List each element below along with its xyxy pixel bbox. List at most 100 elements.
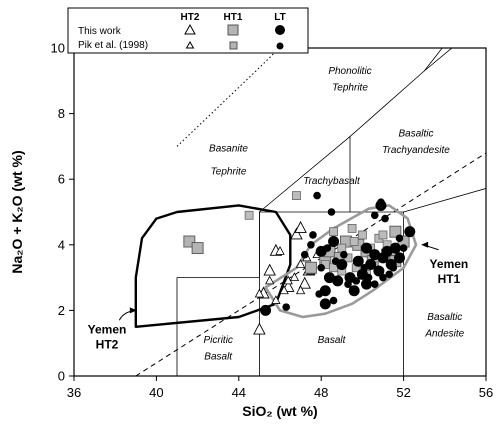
tas-boundary-line [423, 48, 443, 72]
data-point [340, 250, 348, 259]
tas-boundary-line [403, 187, 486, 213]
legend-marker-pik-lt [276, 42, 284, 50]
field-label: Basanite [209, 143, 248, 154]
data-point [349, 237, 359, 246]
field-label: Trachybasalt [303, 176, 361, 187]
y-tick-label: 0 [58, 369, 65, 384]
field-labels: Phonolitic Tephrite Basaltic Trachyandesite… [203, 66, 464, 362]
field-label: Trachyandesite [382, 145, 450, 156]
x-tick-label: 48 [314, 385, 328, 400]
yemen-ht2-field-outline [134, 204, 292, 328]
data-point [370, 211, 379, 220]
data-point [399, 244, 408, 252]
ht1-arrow-icon [421, 241, 429, 248]
data-point [327, 208, 336, 216]
data-point [295, 285, 306, 295]
yemen-annotation: Yemen [88, 322, 127, 336]
data-point [395, 234, 404, 243]
legend-marker-this-work-ht2 [184, 23, 196, 35]
field-label: Basaltic [427, 312, 462, 323]
data-point [254, 288, 265, 298]
data-point [253, 322, 266, 335]
data-point [361, 278, 373, 290]
legend-header-ht2: HT2 [181, 12, 200, 23]
data-point [377, 198, 385, 206]
field-label: Andesite [424, 329, 464, 340]
data-point [323, 244, 332, 252]
field-label: Basalt [318, 335, 347, 346]
legend-row-pik: Pik et al. (1998) [78, 40, 148, 51]
data-point [307, 241, 315, 249]
data-point [290, 227, 303, 240]
data-point [300, 250, 309, 259]
legend-marker-this-work-ht1 [227, 24, 239, 36]
legend: HT2 HT1 LT This work Pik et al. (1998) [67, 7, 309, 54]
data-point [329, 296, 338, 305]
y-axis-label: Na₂O + K₂O (wt %) [9, 150, 25, 273]
data-point [352, 255, 364, 267]
data-point [344, 280, 352, 288]
legend-header-ht1: HT1 [224, 12, 243, 23]
data-point [282, 303, 290, 311]
data-point [347, 223, 357, 233]
data-point [323, 272, 335, 284]
data-point [360, 263, 369, 272]
data-point [289, 272, 300, 282]
y-tick-label: 4 [58, 237, 65, 252]
yemen-annotation: HT2 [96, 337, 119, 351]
x-tick-label: 52 [396, 385, 410, 400]
field-label: Basaltic [398, 129, 433, 140]
data-point [315, 290, 323, 298]
data-point [378, 230, 388, 240]
legend-row-this-work: This work [78, 26, 122, 37]
data-point [309, 231, 317, 239]
yemen-ht1-field-outline [264, 204, 418, 319]
data-point [313, 191, 321, 200]
data-point [352, 277, 361, 285]
data-point [317, 263, 326, 272]
data-point [348, 285, 360, 297]
data-point [265, 275, 275, 285]
axes: 36 40 44 48 52 56 0 2 4 6 8 10 SiO₂ (wt %) Na₂O + K₂O… [9, 41, 493, 420]
data-point [369, 249, 381, 261]
data-point [364, 273, 373, 282]
data-point [292, 191, 301, 201]
x-tick-label: 36 [67, 385, 81, 400]
y-tick-label: 2 [58, 303, 65, 318]
data-point [337, 243, 347, 253]
data-point [331, 257, 340, 266]
field-label: Tephrite [332, 83, 368, 94]
data-points [183, 191, 416, 335]
legend-marker-pik-ht2 [185, 41, 195, 49]
data-point [263, 263, 276, 276]
y-tick-label: 10 [51, 41, 65, 56]
x-tick-label: 44 [232, 385, 246, 400]
data-point [329, 227, 338, 237]
field-label: Phonolitic [328, 66, 371, 77]
data-point [404, 226, 416, 238]
data-point [304, 261, 317, 274]
data-point [295, 259, 306, 268]
data-point [298, 276, 311, 289]
data-point [379, 273, 387, 282]
yemen-annotation: HT1 [438, 272, 461, 286]
legend-marker-pik-ht1 [229, 41, 238, 50]
ht2-arrow-icon [129, 307, 137, 314]
data-point [294, 220, 307, 233]
data-point [244, 210, 254, 220]
legend-marker-this-work-lt [275, 25, 285, 35]
data-point [389, 242, 401, 254]
data-point [275, 246, 285, 255]
data-point [357, 230, 367, 240]
tas-boundary-line [259, 48, 453, 213]
data-point [260, 304, 272, 316]
data-point [381, 245, 393, 257]
y-tick-label: 6 [58, 172, 65, 187]
x-axis-label: SiO₂ (wt %) [242, 403, 317, 419]
data-point [385, 270, 393, 279]
x-tick-label: 56 [479, 385, 493, 400]
data-point [319, 298, 331, 310]
yemen-annotation: Yemen [430, 257, 469, 271]
